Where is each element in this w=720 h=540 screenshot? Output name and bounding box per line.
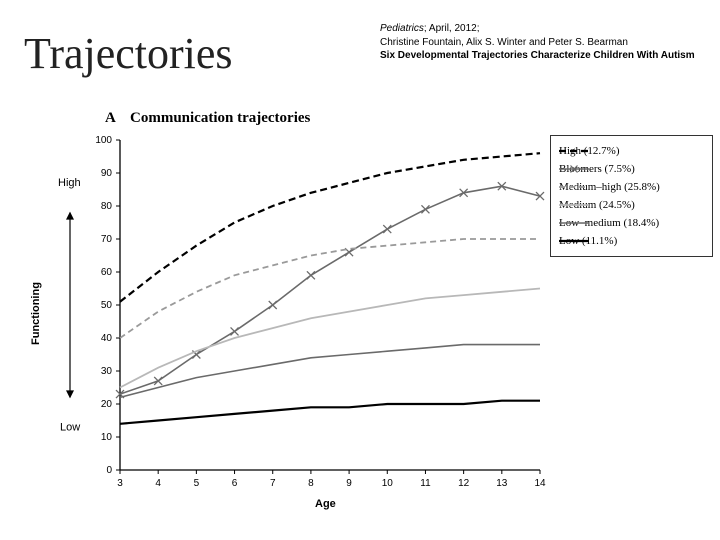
series-line xyxy=(120,289,540,388)
legend: High (12.7%)Bloomers (7.5%)Medium–high (… xyxy=(550,135,713,257)
svg-text:10: 10 xyxy=(382,478,394,489)
svg-text:Low: Low xyxy=(60,421,80,433)
svg-text:20: 20 xyxy=(101,399,113,410)
series-line xyxy=(120,153,540,302)
slide: Trajectories Pediatrics; April, 2012; Ch… xyxy=(0,0,720,540)
svg-text:5: 5 xyxy=(194,478,200,489)
svg-text:12: 12 xyxy=(458,478,470,489)
legend-row: Medium–high (25.8%) xyxy=(559,178,704,196)
svg-text:3: 3 xyxy=(117,478,123,489)
svg-text:9: 9 xyxy=(346,478,352,489)
svg-text:40: 40 xyxy=(101,333,113,344)
series-line xyxy=(120,345,540,398)
svg-text:4: 4 xyxy=(155,478,161,489)
svg-text:High: High xyxy=(58,177,81,189)
svg-text:50: 50 xyxy=(101,300,113,311)
svg-text:90: 90 xyxy=(101,168,113,179)
svg-text:11: 11 xyxy=(420,478,431,489)
journal-name: Pediatrics xyxy=(380,23,424,34)
svg-text:8: 8 xyxy=(308,478,314,489)
series-line xyxy=(120,401,540,424)
legend-row: Medium (24.5%) xyxy=(559,196,704,214)
svg-text:100: 100 xyxy=(95,135,112,146)
legend-row: Low–medium (18.4%) xyxy=(559,214,704,232)
svg-text:30: 30 xyxy=(101,366,113,377)
svg-text:10: 10 xyxy=(101,432,113,443)
legend-row: High (12.7%) xyxy=(559,142,704,160)
svg-text:60: 60 xyxy=(101,267,113,278)
citation-block: Pediatrics; April, 2012; Christine Fount… xyxy=(380,22,710,63)
svg-text:14: 14 xyxy=(534,478,546,489)
svg-text:7: 7 xyxy=(270,478,276,489)
legend-row: Bloomers (7.5%) xyxy=(559,160,704,178)
svg-text:13: 13 xyxy=(496,478,508,489)
svg-text:70: 70 xyxy=(101,234,113,245)
svg-text:6: 6 xyxy=(232,478,238,489)
svg-text:0: 0 xyxy=(106,465,112,476)
chart-area: A Communication trajectories Functioning… xyxy=(30,110,690,510)
svg-text:80: 80 xyxy=(101,201,113,212)
page-title: Trajectories xyxy=(24,28,233,79)
paper-title: Six Developmental Trajectories Character… xyxy=(380,50,695,61)
citation-date: ; April, 2012; xyxy=(424,23,480,34)
legend-row: Low (11.1%) xyxy=(559,232,704,250)
series-line xyxy=(120,186,540,394)
authors: Christine Fountain, Alix S. Winter and P… xyxy=(380,37,628,48)
